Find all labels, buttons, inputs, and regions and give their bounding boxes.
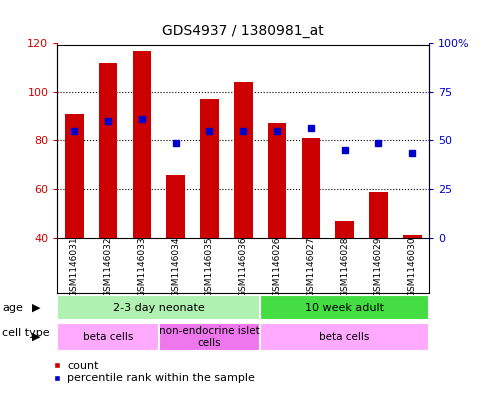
Text: beta cells: beta cells [319,332,370,342]
Text: GSM1146033: GSM1146033 [137,236,146,297]
Bar [166,174,185,238]
Bar [403,235,422,238]
Title: GDS4937 / 1380981_at: GDS4937 / 1380981_at [162,24,324,38]
Bar [369,191,388,238]
Bar [57,295,260,320]
Text: GSM1146028: GSM1146028 [340,236,349,296]
Bar [159,323,260,351]
Text: cell type: cell type [2,328,50,338]
Text: age: age [2,303,23,312]
Text: GSM1146036: GSM1146036 [239,236,248,297]
Bar [234,82,252,238]
Text: GSM1146027: GSM1146027 [306,236,315,296]
Bar [200,99,219,238]
Text: GSM1146029: GSM1146029 [374,236,383,296]
Text: GSM1146026: GSM1146026 [272,236,281,296]
Text: 10 week adult: 10 week adult [305,303,384,312]
Bar [260,295,429,320]
Bar [301,138,320,238]
Text: beta cells: beta cells [83,332,133,342]
Text: ▶: ▶ [32,303,41,312]
Text: GSM1146034: GSM1146034 [171,236,180,296]
Bar [335,221,354,238]
Legend: count, percentile rank within the sample: count, percentile rank within the sample [53,361,255,384]
Text: ▶: ▶ [32,332,41,342]
Text: non-endocrine islet
cells: non-endocrine islet cells [159,326,260,348]
Bar [99,62,117,238]
Text: GSM1146032: GSM1146032 [104,236,113,296]
Bar [133,51,151,238]
Bar [57,323,159,351]
Text: 2-3 day neonate: 2-3 day neonate [113,303,205,312]
Bar [260,323,429,351]
Text: GSM1146035: GSM1146035 [205,236,214,297]
Bar [65,114,83,238]
Text: GSM1146031: GSM1146031 [70,236,79,297]
Text: GSM1146030: GSM1146030 [408,236,417,297]
Bar [268,123,286,238]
